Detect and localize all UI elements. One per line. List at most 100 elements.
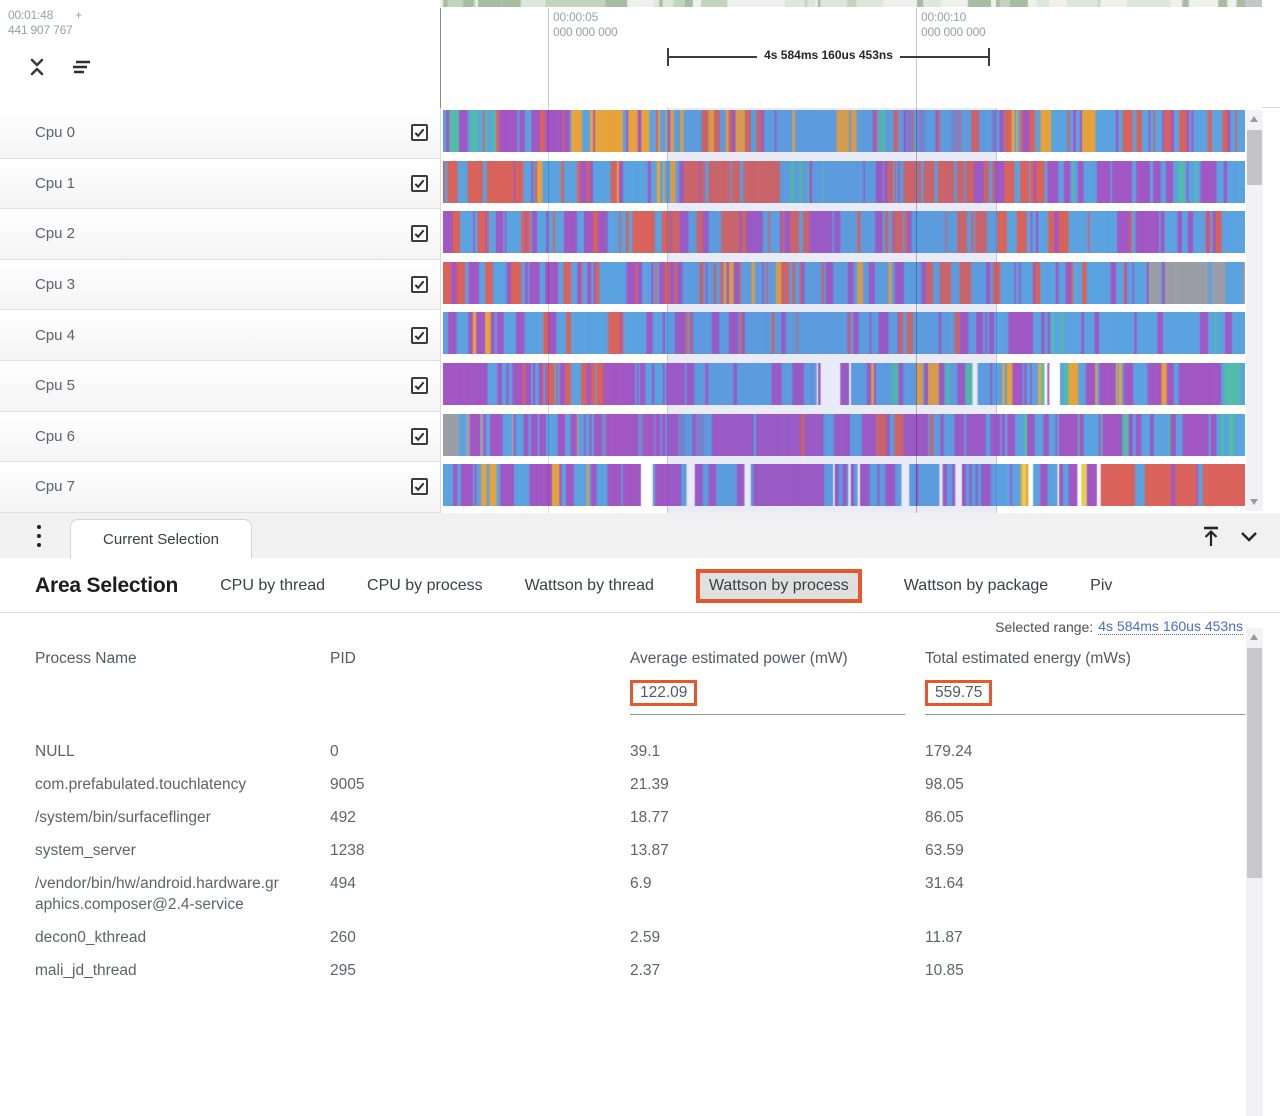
- tracks-scrollbar[interactable]: [1246, 110, 1263, 511]
- total-energy: 86.05: [925, 809, 964, 826]
- pid: 494: [330, 875, 356, 892]
- track-gridline-10s: [916, 108, 917, 513]
- ruler-gridline-5s: [548, 8, 549, 108]
- track-band-cpu4[interactable]: [440, 310, 1280, 361]
- offset-plus: +: [75, 8, 82, 22]
- details-panel-tabbar: Current Selection: [0, 513, 1280, 558]
- track-options-icon[interactable]: [70, 56, 92, 78]
- track-name: Cpu 0: [35, 124, 76, 142]
- tab-wattson-by-package[interactable]: Wattson by package: [903, 577, 1049, 594]
- process-name: /system/bin/surfaceflinger: [35, 809, 211, 826]
- selected-range-row: Selected range: 4s 584ms 160us 453ns: [0, 613, 1280, 640]
- track-checkbox-cpu0[interactable]: [411, 124, 428, 142]
- area-selection-overlay[interactable]: [667, 108, 997, 513]
- track-row-cpu3[interactable]: Cpu 3: [0, 259, 1280, 311]
- track-band-cpu0[interactable]: [440, 108, 1280, 159]
- scroll-down-icon[interactable]: [1250, 499, 1258, 505]
- pid: 295: [330, 962, 356, 979]
- track-name: Cpu 3: [35, 276, 76, 294]
- process-name: system_server: [35, 842, 136, 859]
- track-row-cpu1[interactable]: Cpu 1: [0, 158, 1280, 210]
- dock-to-top-icon[interactable]: [1200, 525, 1222, 547]
- tab-current-selection[interactable]: Current Selection: [70, 519, 252, 558]
- track-name: Cpu 6: [35, 427, 76, 445]
- process-name: NULL: [35, 743, 75, 760]
- track-toolbar: [26, 56, 92, 78]
- avg-power: 2.37: [630, 962, 661, 979]
- track-gridline-5s: [548, 108, 549, 513]
- track-name: Cpu 4: [35, 326, 76, 344]
- panel-controls: [1200, 513, 1260, 558]
- offset-nanos: 441 907 767: [8, 23, 73, 37]
- avg-power: 18.77: [630, 809, 669, 826]
- summary-total-energy-highlight: 559.75: [925, 680, 993, 706]
- track-band-cpu6[interactable]: [440, 411, 1280, 463]
- panel-menu-icon[interactable]: [33, 525, 45, 547]
- col-header-avg-power: Average estimated power (mW): [630, 650, 848, 667]
- track-row-cpu7[interactable]: Cpu 7: [0, 462, 1280, 513]
- table-scrollbar[interactable]: [1246, 628, 1263, 1116]
- process-name: com.prefabulated.touchlatency: [35, 776, 247, 793]
- track-checkbox-cpu7[interactable]: [411, 478, 428, 496]
- track-row-cpu2[interactable]: Cpu 2: [0, 209, 1280, 260]
- scroll-up-icon[interactable]: [1250, 634, 1258, 640]
- track-band-cpu1[interactable]: [440, 158, 1280, 210]
- tracks-scrollbar-thumb[interactable]: [1247, 130, 1262, 185]
- area-selection-header: Area Selection CPU by thread CPU by proc…: [0, 558, 1280, 613]
- track-row-cpu5[interactable]: Cpu 5: [0, 360, 1280, 412]
- track-band-cpu2[interactable]: [440, 209, 1280, 260]
- track-row-cpu0[interactable]: Cpu 0: [0, 108, 1280, 159]
- process-name: mali_jd_thread: [35, 962, 137, 979]
- collapse-tracks-icon[interactable]: [26, 56, 48, 78]
- track-band-cpu3[interactable]: [440, 259, 1280, 311]
- bracket-right-cap: [988, 48, 991, 66]
- ruler-label-5s: 00:00:05 000 000 000: [553, 10, 618, 39]
- trace-time-offset: 00:01:48 + 441 907 767: [8, 8, 82, 38]
- scroll-up-icon[interactable]: [1250, 116, 1258, 122]
- track-label-cpu3[interactable]: Cpu 3: [0, 259, 440, 311]
- track-row-cpu6[interactable]: Cpu 6: [0, 411, 1280, 463]
- offset-time: 00:01:48: [8, 8, 54, 22]
- pid: 260: [330, 929, 356, 946]
- collapse-panel-chevron-icon[interactable]: [1238, 525, 1260, 547]
- track-checkbox-cpu4[interactable]: [411, 326, 428, 344]
- track-checkbox-cpu6[interactable]: [411, 427, 428, 445]
- process-name: decon0_kthread: [35, 929, 147, 946]
- pid: 1238: [330, 842, 365, 859]
- track-checkbox-cpu5[interactable]: [411, 377, 428, 395]
- total-energy: 10.85: [925, 962, 964, 979]
- timeline-header-left: 00:01:48 + 441 907 767: [0, 0, 440, 108]
- track-checkbox-cpu3[interactable]: [411, 276, 428, 294]
- track-label-cpu5[interactable]: Cpu 5: [0, 360, 440, 412]
- track-list: Cpu 0 Cpu 1 Cpu 2 Cpu 3: [0, 108, 1280, 513]
- track-band-cpu5[interactable]: [440, 360, 1280, 412]
- track-band-cpu7[interactable]: [440, 462, 1280, 513]
- ruler-label-10s: 00:00:10 000 000 000: [921, 10, 986, 39]
- track-label-cpu2[interactable]: Cpu 2: [0, 209, 440, 260]
- track-label-cpu0[interactable]: Cpu 0: [0, 108, 440, 159]
- tab-cpu-by-thread[interactable]: CPU by thread: [220, 577, 326, 594]
- tab-wattson-by-process[interactable]: Wattson by process: [695, 569, 862, 603]
- tab-wattson-by-thread[interactable]: Wattson by thread: [524, 577, 654, 594]
- track-label-cpu7[interactable]: Cpu 7: [0, 462, 440, 513]
- tab-cpu-by-process[interactable]: CPU by process: [367, 577, 483, 594]
- total-energy: 179.24: [925, 743, 973, 760]
- avg-power: 13.87: [630, 842, 669, 859]
- track-label-cpu4[interactable]: Cpu 4: [0, 310, 440, 361]
- table-scrollbar-thumb[interactable]: [1247, 648, 1262, 878]
- selected-range-label: Selected range:: [995, 618, 1094, 635]
- pid: 9005: [330, 776, 365, 793]
- viewport-left-edge: [440, 8, 441, 108]
- track-checkbox-cpu1[interactable]: [411, 174, 428, 192]
- track-row-cpu4[interactable]: Cpu 4: [0, 310, 1280, 361]
- bracket-left-cap: [667, 48, 669, 66]
- tab-pivot-truncated[interactable]: Piv: [1090, 577, 1113, 594]
- summary-avg-power-highlight: 122.09: [630, 680, 698, 706]
- total-energy: 98.05: [925, 776, 964, 793]
- track-label-cpu1[interactable]: Cpu 1: [0, 158, 440, 210]
- trace-minimap[interactable]: [440, 0, 1262, 7]
- track-label-cpu6[interactable]: Cpu 6: [0, 411, 440, 463]
- track-checkbox-cpu2[interactable]: [411, 225, 428, 243]
- selected-range-value[interactable]: 4s 584ms 160us 453ns: [1098, 618, 1243, 635]
- timeline-ruler[interactable]: 00:00:05 000 000 000 00:00:10 000 000 000 …: [440, 0, 1262, 108]
